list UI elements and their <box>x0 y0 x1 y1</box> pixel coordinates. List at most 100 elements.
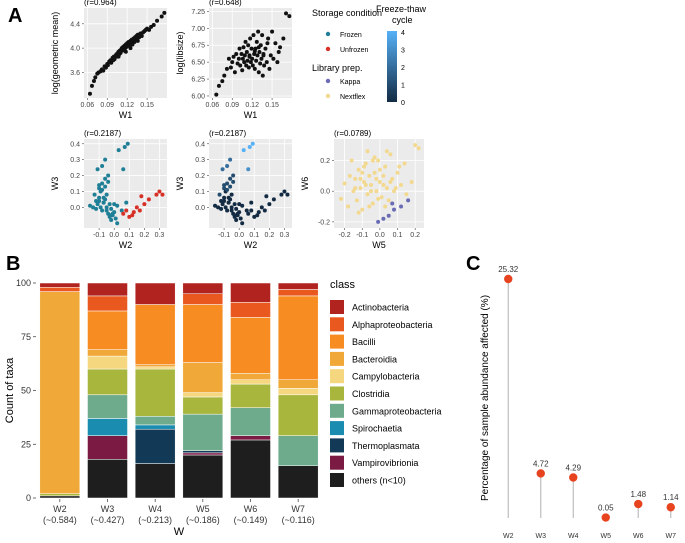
legend-gradient-bar <box>387 31 397 102</box>
data-point <box>256 29 261 34</box>
y-tick-label: 6.25 <box>191 77 205 84</box>
data-point <box>112 202 117 207</box>
bar-segment <box>134 416 176 426</box>
scatter-panel-a3: -0.1 0.0 0.1 0.2 0.3 0.0 0.1 0.2 0.3 0.4 (r=0.2187… <box>50 129 167 250</box>
data-point <box>367 204 372 209</box>
data-point <box>240 203 245 208</box>
data-point <box>252 66 257 71</box>
data-point <box>147 27 152 32</box>
data-point <box>244 49 249 54</box>
data-point <box>97 183 102 188</box>
data-point <box>369 183 374 188</box>
data-point <box>377 167 382 172</box>
data-point <box>220 202 225 207</box>
data-point <box>113 216 118 221</box>
data-point <box>222 186 227 191</box>
data-point <box>413 143 418 148</box>
data-point <box>356 167 361 172</box>
panel-background <box>209 139 292 228</box>
data-point <box>395 170 400 175</box>
data-point <box>217 192 222 197</box>
data-point <box>247 144 252 149</box>
lollipop-chart: 25.32 W2 4.72 W3 4.29 W4 0.05 W5 1.48 W6 1.14 W7 Per… <box>480 265 679 540</box>
data-point <box>224 66 229 71</box>
data-point <box>256 70 261 75</box>
data-point <box>399 204 404 209</box>
data-point <box>404 192 409 197</box>
data-point <box>87 91 92 96</box>
data-point <box>273 41 278 46</box>
data-point <box>116 148 121 153</box>
data-point <box>399 183 404 188</box>
data-point <box>255 213 260 218</box>
bar-segment <box>87 349 128 357</box>
value-label: 25.32 <box>498 265 519 274</box>
scatter-panel-a5: -0.2 -0.1 0.0 0.1 0.2 -0.2 0.0 0.2 (r=0.0789) W5 W… <box>300 129 424 250</box>
data-point <box>220 79 225 84</box>
data-point <box>128 46 133 51</box>
legend-swatch-nextflex <box>325 93 331 99</box>
data-point <box>135 38 140 43</box>
y-tick-label: 4.4 <box>70 21 80 28</box>
legend-gradient-tick-label: 0 <box>401 100 405 107</box>
data-point <box>222 198 227 203</box>
data-point <box>356 210 361 215</box>
y-tick-label: 0.0 <box>320 189 330 196</box>
data-point <box>97 186 102 191</box>
data-point <box>246 43 251 48</box>
x-axis-label: W2 <box>244 240 258 250</box>
x-tick-sublabel: (~0.149) <box>234 515 268 525</box>
data-point <box>252 214 257 219</box>
x-tick-sublabel: (~0.427) <box>91 515 125 525</box>
data-point <box>285 192 290 197</box>
x-tick-label: 0.12 <box>120 102 134 109</box>
bar-segment <box>39 282 81 288</box>
data-point <box>213 203 218 208</box>
bar-segment <box>277 435 319 466</box>
y-tick-label: 0.1 <box>195 189 205 196</box>
y-tick-label: 0.3 <box>70 157 80 164</box>
data-point <box>94 206 99 211</box>
data-point <box>349 158 354 163</box>
data-point <box>225 187 230 192</box>
lollipop-point <box>569 473 578 482</box>
data-point <box>236 56 241 61</box>
legend-swatch <box>330 351 344 366</box>
x-tick-label: 0.3 <box>155 232 165 239</box>
bar-segment <box>182 293 224 305</box>
data-point <box>232 202 237 207</box>
bar-segment <box>87 435 128 460</box>
data-point <box>241 148 246 153</box>
legend-gradient-tick-label: 3 <box>401 48 405 55</box>
data-point <box>243 39 248 44</box>
data-point <box>231 173 236 178</box>
x-tick-label: -0.1 <box>93 232 105 239</box>
data-point <box>339 196 344 201</box>
y-tick-label: 0 <box>26 493 31 503</box>
legend-label: Vampirovibrionia <box>352 458 418 468</box>
data-point <box>124 200 129 205</box>
data-point <box>240 221 245 226</box>
legend-swatch <box>330 455 344 470</box>
data-point <box>121 167 126 172</box>
data-point <box>95 202 100 207</box>
data-point <box>134 205 139 210</box>
data-point <box>146 197 151 202</box>
data-point <box>109 218 114 223</box>
bar-segment <box>87 282 128 297</box>
data-point <box>386 198 391 203</box>
legend-storage-title: Storage condition <box>312 8 382 18</box>
x-tick-label: 0.1 <box>249 232 259 239</box>
data-point <box>386 213 391 218</box>
data-point <box>100 181 105 186</box>
value-label: 1.48 <box>630 490 646 499</box>
data-point <box>256 45 261 50</box>
x-tick-label: 0.2 <box>139 232 149 239</box>
data-point <box>238 216 243 221</box>
data-point <box>106 179 111 184</box>
data-point <box>115 203 120 208</box>
data-point <box>103 176 108 181</box>
data-point <box>93 75 98 80</box>
x-tick-label: 0.0 <box>234 232 244 239</box>
data-point <box>95 167 100 172</box>
